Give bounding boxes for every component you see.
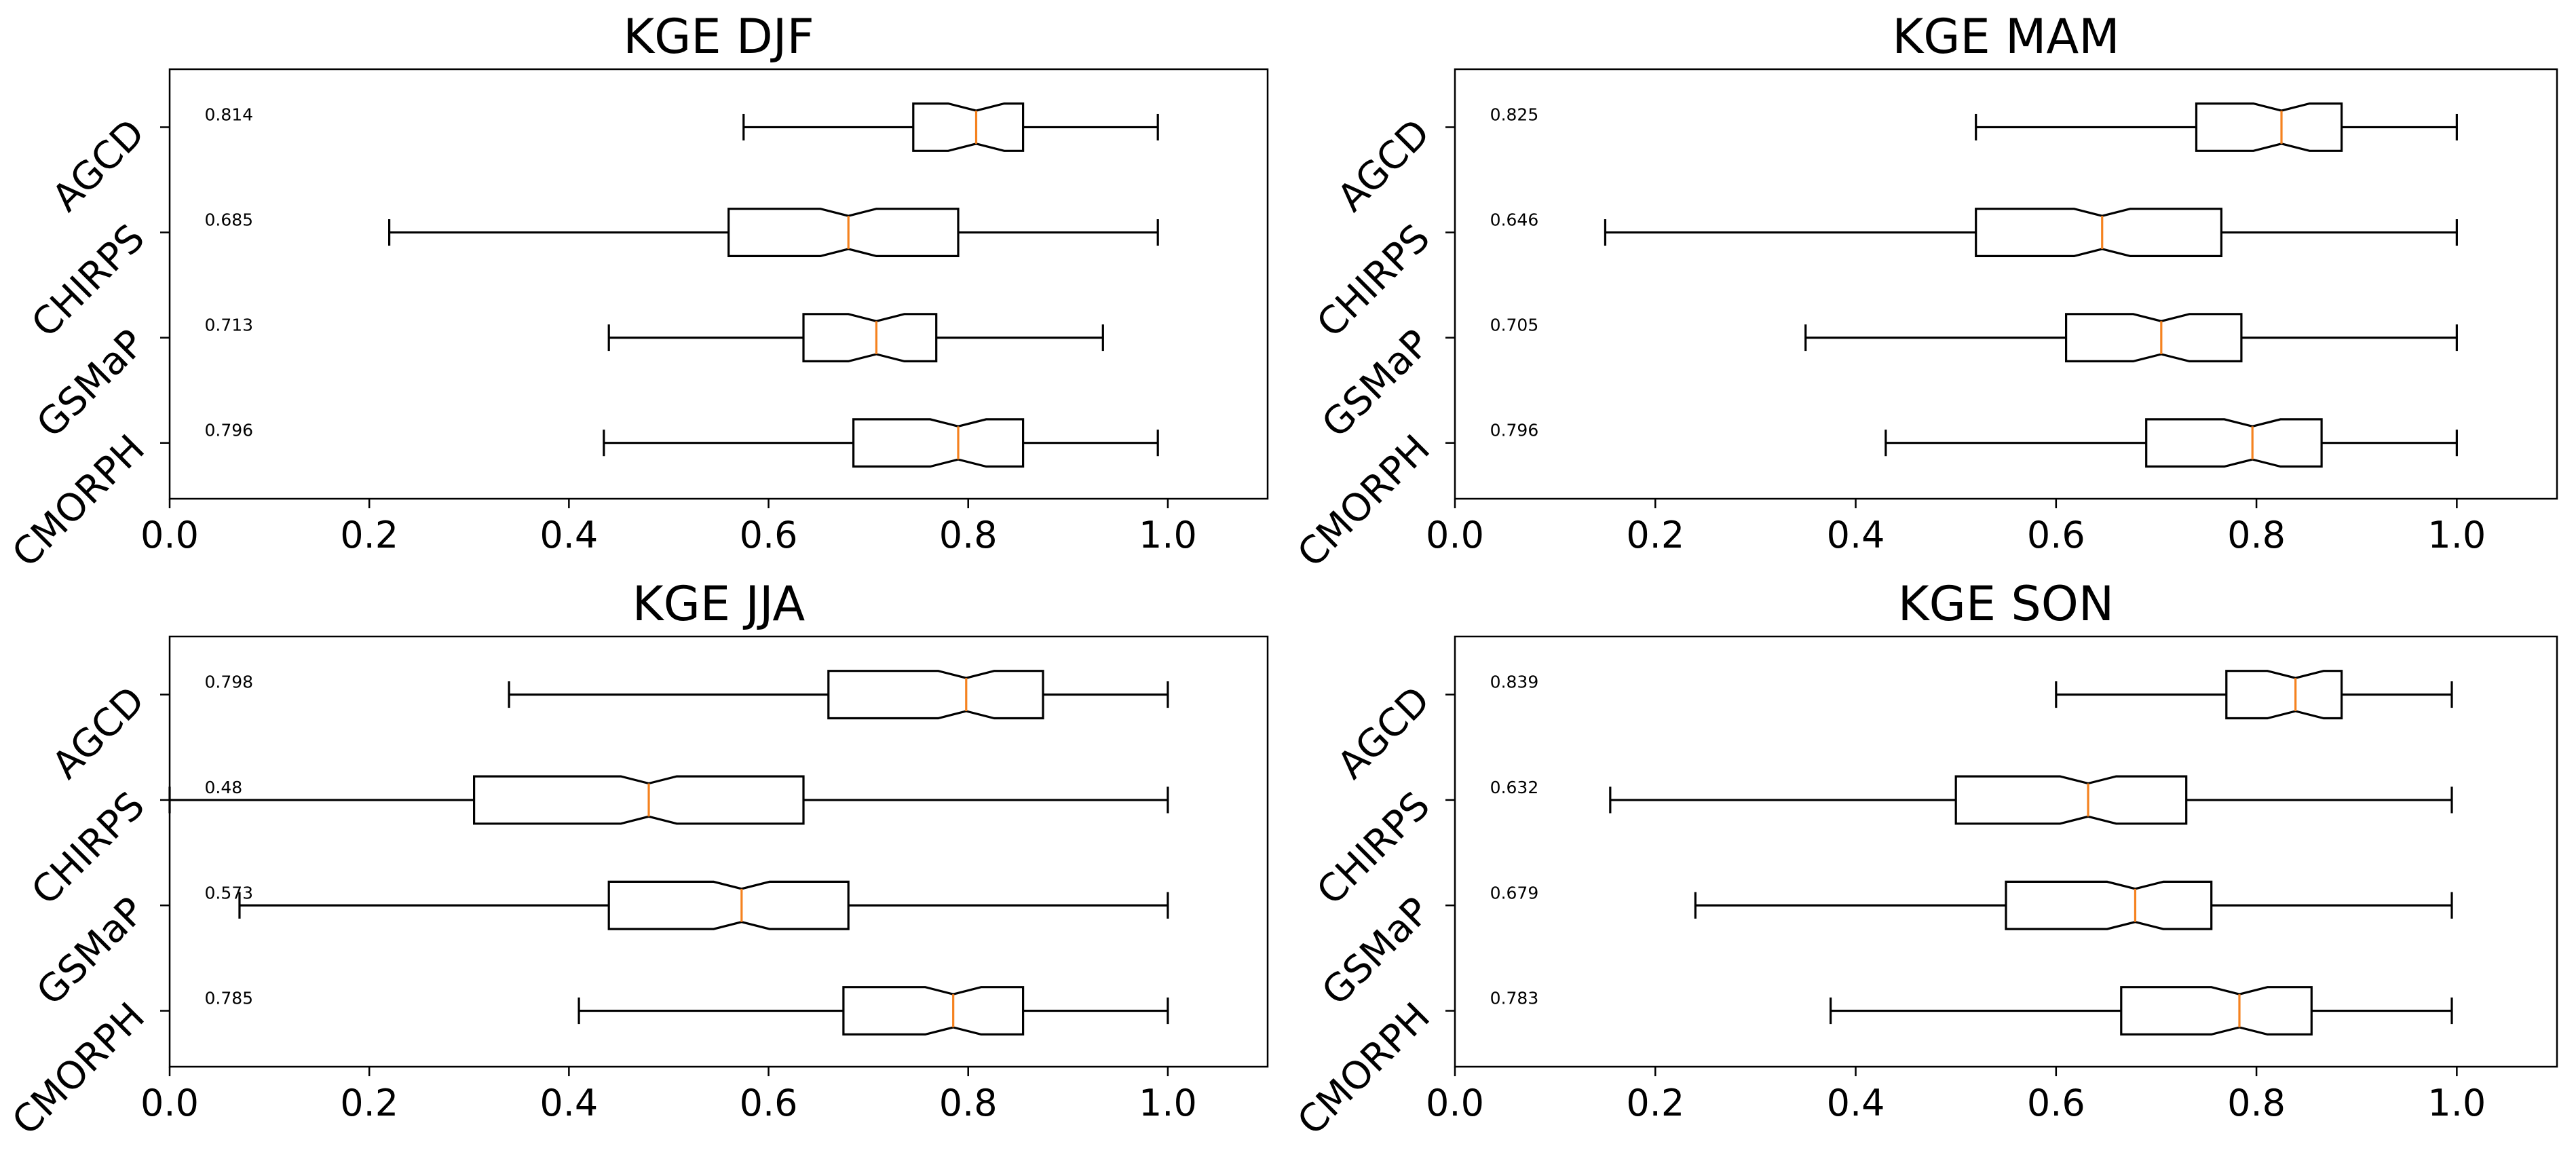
y-tick-label: AGCD bbox=[1329, 111, 1439, 220]
box-body bbox=[2065, 313, 2243, 363]
x-tick-label: 0.6 bbox=[2027, 1082, 2085, 1124]
median-annotation: 0.632 bbox=[1490, 778, 1539, 797]
x-tick-label: 1.0 bbox=[2427, 514, 2486, 556]
box-body bbox=[2145, 418, 2323, 468]
box-gsmap: GSMaP 0.713 bbox=[29, 313, 1104, 446]
median-annotation: 0.783 bbox=[1490, 989, 1539, 1008]
x-tick-label: 0.2 bbox=[340, 514, 398, 556]
y-tick-label: CMORPH bbox=[4, 995, 153, 1144]
x-tick-label: 0.4 bbox=[539, 514, 598, 556]
box-body bbox=[727, 208, 960, 257]
y-tick-label: CHIRPS bbox=[1308, 784, 1439, 914]
box-body bbox=[472, 775, 805, 825]
box-gsmap: GSMaP 0.679 bbox=[1314, 880, 2453, 1014]
x-tick-label: 1.0 bbox=[1139, 1082, 1197, 1124]
box-body bbox=[842, 986, 1025, 1036]
median-annotation: 0.705 bbox=[1490, 316, 1539, 335]
box-body bbox=[1975, 208, 2222, 257]
x-tick-label: 0.8 bbox=[2227, 514, 2286, 556]
y-tick-label: CMORPH bbox=[4, 427, 153, 576]
box-chirps: CHIRPS 0.685 bbox=[23, 208, 1159, 346]
box-agcd: AGCD 0.839 bbox=[1329, 670, 2453, 788]
median-annotation: 0.798 bbox=[204, 672, 253, 692]
median-annotation: 0.48 bbox=[204, 778, 242, 797]
chart-title: KGE JJA bbox=[632, 576, 806, 632]
y-tick-label: CHIRPS bbox=[23, 784, 153, 914]
box-gsmap: GSMaP 0.705 bbox=[1314, 313, 2458, 446]
x-tick-label: 0.8 bbox=[939, 514, 998, 556]
y-tick-label: AGCD bbox=[1329, 679, 1439, 788]
box-agcd: AGCD 0.814 bbox=[44, 102, 1159, 221]
x-tick-label: 0.0 bbox=[140, 514, 199, 556]
y-tick-label: GSMaP bbox=[1314, 889, 1439, 1014]
panel-kge-jja: KGE JJA 0.0 0.2 0.4 0.6 0.8 1.0 AGCD 0.798 CHIRPS… bbox=[4, 576, 1269, 1144]
y-tick-label: CMORPH bbox=[1289, 995, 1439, 1144]
plot-frame bbox=[1454, 635, 2558, 1068]
box-agcd: AGCD 0.825 bbox=[1329, 102, 2458, 221]
panel-kge-son: KGE SON 0.0 0.2 0.4 0.6 0.8 1.0 AGCD 0.839 CHIRPS… bbox=[1289, 576, 2558, 1144]
box-body bbox=[2195, 102, 2343, 152]
box-agcd: AGCD 0.798 bbox=[44, 670, 1169, 788]
x-tick-label: 0.4 bbox=[539, 1082, 598, 1124]
median-annotation: 0.685 bbox=[204, 210, 253, 230]
x-tick-label: 1.0 bbox=[2427, 1082, 2486, 1124]
y-tick-label: AGCD bbox=[44, 111, 153, 220]
plot-frame bbox=[1454, 68, 2558, 500]
box-body bbox=[852, 418, 1025, 468]
median-annotation: 0.796 bbox=[1490, 421, 1539, 440]
x-tick-label: 0.0 bbox=[1426, 514, 1484, 556]
median-annotation: 0.679 bbox=[1490, 883, 1539, 902]
x-tick-label: 0.8 bbox=[2227, 1082, 2286, 1124]
y-tick-label: CHIRPS bbox=[23, 216, 153, 346]
y-tick-label: GSMaP bbox=[29, 889, 153, 1014]
box-body bbox=[607, 880, 850, 930]
box-body bbox=[802, 313, 938, 363]
plot-frame bbox=[168, 635, 1269, 1068]
median-annotation: 0.713 bbox=[204, 316, 253, 335]
y-tick-label: AGCD bbox=[44, 679, 153, 788]
median-annotation: 0.825 bbox=[1490, 104, 1539, 124]
chart-title: KGE DJF bbox=[623, 9, 814, 64]
x-tick-label: 1.0 bbox=[1139, 514, 1197, 556]
box-body bbox=[2120, 986, 2313, 1036]
y-tick-label: GSMaP bbox=[1314, 322, 1439, 446]
median-annotation: 0.839 bbox=[1490, 672, 1539, 692]
median-annotation: 0.814 bbox=[204, 104, 253, 124]
x-tick-label: 0.6 bbox=[740, 514, 798, 556]
box-body bbox=[827, 670, 1044, 720]
x-tick-label: 0.8 bbox=[939, 1082, 998, 1124]
box-chirps: CHIRPS 0.646 bbox=[1308, 208, 2458, 346]
panel-kge-mam: KGE MAM 0.0 0.2 0.4 0.6 0.8 1.0 AGCD 0.825 CHIRPS… bbox=[1289, 9, 2558, 576]
y-tick-label: CMORPH bbox=[1289, 427, 1439, 576]
box-chirps: CHIRPS 0.632 bbox=[1308, 775, 2453, 914]
x-tick-label: 0.2 bbox=[1626, 1082, 1684, 1124]
y-tick-label: GSMaP bbox=[29, 322, 153, 446]
x-tick-label: 0.0 bbox=[1426, 1082, 1484, 1124]
chart-title: KGE SON bbox=[1898, 576, 2115, 632]
y-tick-label: CHIRPS bbox=[1308, 216, 1439, 346]
x-tick-label: 0.6 bbox=[740, 1082, 798, 1124]
median-annotation: 0.646 bbox=[1490, 210, 1539, 230]
box-chirps: CHIRPS 0.48 bbox=[23, 775, 1169, 914]
plot-frame bbox=[168, 68, 1269, 500]
x-tick-label: 0.2 bbox=[1626, 514, 1684, 556]
x-tick-label: 0.4 bbox=[1827, 514, 1885, 556]
median-annotation: 0.785 bbox=[204, 989, 253, 1008]
x-tick-label: 0.4 bbox=[1827, 1082, 1885, 1124]
chart-title: KGE MAM bbox=[1892, 9, 2119, 64]
median-annotation: 0.796 bbox=[204, 421, 253, 440]
box-gsmap: GSMaP 0.573 bbox=[29, 880, 1169, 1014]
x-tick-label: 0.6 bbox=[2027, 514, 2085, 556]
median-annotation: 0.573 bbox=[204, 883, 253, 902]
panel-kge-djf: KGE DJF 0.0 0.2 0.4 0.6 0.8 1.0 AGCD 0.814 CHIRPS… bbox=[4, 9, 1269, 576]
box-body bbox=[2005, 880, 2213, 930]
box-body bbox=[1954, 775, 2188, 825]
x-tick-label: 0.2 bbox=[340, 1082, 398, 1124]
box-body bbox=[912, 102, 1025, 152]
box-body bbox=[2225, 670, 2343, 720]
x-tick-label: 0.0 bbox=[140, 1082, 199, 1124]
